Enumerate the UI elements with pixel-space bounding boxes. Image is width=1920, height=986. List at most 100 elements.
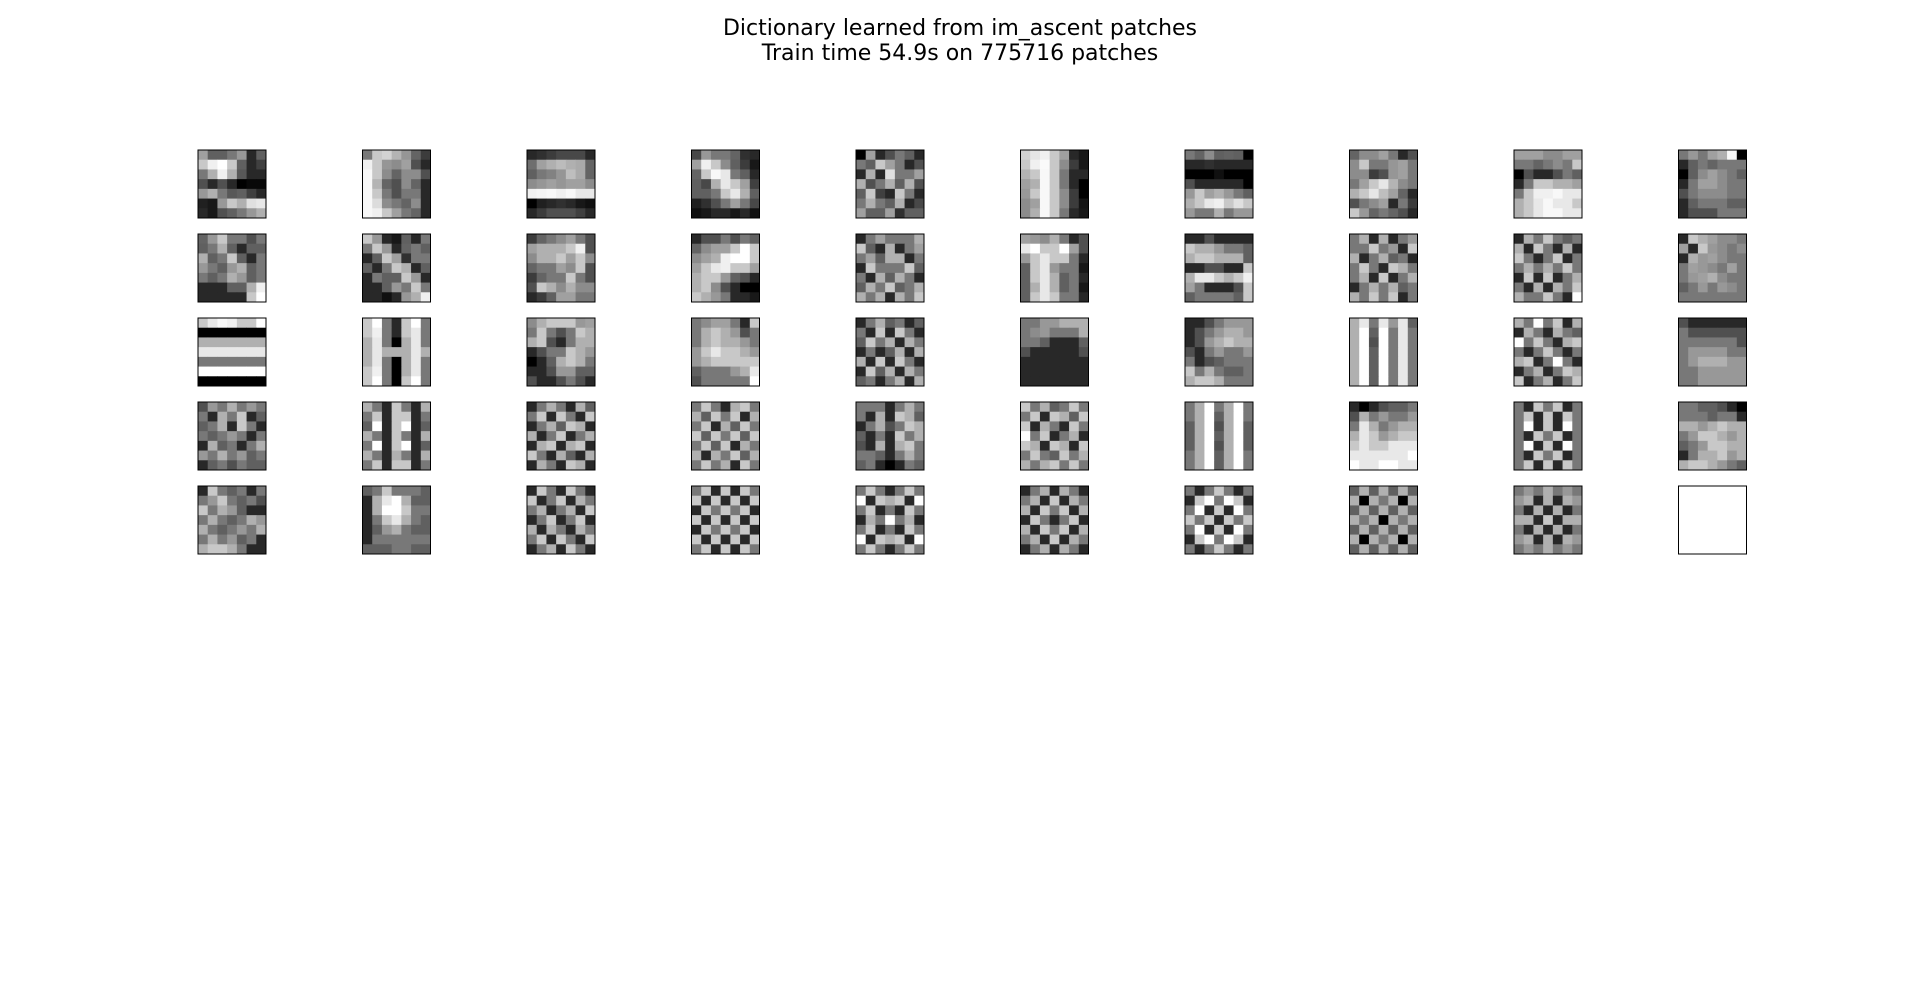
atom-pixel [362, 243, 373, 254]
atom-pixel [1020, 431, 1031, 442]
atom-pixel [1717, 198, 1728, 209]
atom-pixel [1678, 188, 1689, 199]
atom-pixel [1736, 208, 1747, 219]
atom-pixel [256, 169, 267, 180]
atom-pixel [1697, 460, 1709, 471]
atom-pixel [565, 440, 576, 451]
atom-pixel [1727, 460, 1738, 471]
atom-pixel [1688, 431, 1699, 442]
atom-pixel [1717, 356, 1728, 367]
atom-pixel [1214, 421, 1225, 432]
atom-pixel [1214, 169, 1225, 180]
atom-pixel [1727, 440, 1738, 451]
atom-pixel [1552, 337, 1563, 348]
atom-pixel [1717, 208, 1728, 219]
atom-frame [1020, 149, 1089, 219]
atom-pixel [256, 208, 267, 219]
atom-pixel [1523, 337, 1534, 348]
atom-pixel [914, 440, 925, 451]
atom-pixel [1359, 366, 1370, 377]
atom-pixel [1388, 524, 1399, 535]
atom-pixel [856, 515, 867, 526]
atom-pixel [691, 198, 702, 209]
atom-pixel [885, 440, 896, 451]
atom-pixel [1069, 450, 1080, 461]
atom-pixel [1020, 282, 1031, 293]
dictionary-atom-19 [1513, 233, 1583, 303]
atom-pixel [362, 366, 373, 377]
atom-frame [362, 233, 431, 303]
atom-pixel [1049, 515, 1060, 526]
atom-pixel [1039, 243, 1051, 254]
atom-pixel [1543, 263, 1554, 274]
atom-pixel [1727, 282, 1738, 293]
atom-pixel [1020, 411, 1031, 422]
atom-pixel [217, 534, 228, 545]
atom-pixel [217, 515, 228, 526]
atom-pixel [207, 402, 218, 413]
atom-pixel [749, 495, 760, 506]
atom-pixel [1059, 253, 1070, 264]
atom-pixel [1407, 208, 1418, 219]
atom-pixel [1378, 292, 1389, 303]
atom-pixel [1204, 169, 1215, 180]
atom-pixel [420, 337, 431, 348]
atom-pixel [1194, 450, 1205, 461]
atom-pixel [1533, 515, 1544, 526]
atom-pixel [914, 198, 925, 209]
atom-pixel [1078, 179, 1089, 190]
atom-pixel [691, 431, 702, 442]
atom-pixel [740, 544, 751, 555]
atom-pixel [1039, 327, 1051, 338]
atom-pixel [1678, 234, 1689, 245]
atom-pixel [1349, 159, 1360, 170]
atom-pixel [198, 208, 209, 219]
atom-pixel [691, 318, 702, 329]
atom-pixel [1233, 253, 1244, 264]
atom-pixel [1407, 505, 1418, 516]
atom-pixel [1359, 179, 1370, 190]
atom-pixel [1736, 159, 1747, 170]
atom-pixel [1378, 450, 1389, 461]
atom-pixel [885, 234, 896, 245]
atom-pixel [1736, 544, 1747, 555]
dictionary-atom-9 [1513, 149, 1583, 219]
atom-pixel [914, 515, 925, 526]
atom-pixel [914, 411, 925, 422]
atom-pixel [411, 208, 422, 219]
atom-pixel [885, 450, 896, 461]
atom-pixel [1049, 505, 1060, 516]
atom-pixel [256, 402, 267, 413]
atom-pixel [691, 460, 702, 471]
atom-frame [197, 401, 267, 471]
atom-pixel [1688, 337, 1699, 348]
atom-pixel [740, 337, 751, 348]
atom-pixel [749, 524, 760, 535]
dictionary-atom-38 [1349, 401, 1418, 471]
atom-pixel [720, 356, 731, 367]
atom-frame [1678, 233, 1747, 303]
dictionary-atom-46 [1020, 485, 1089, 555]
atom-pixel [1523, 376, 1534, 387]
atom-pixel [1214, 272, 1225, 283]
atom-pixel [575, 366, 586, 377]
atom-pixel [556, 515, 567, 526]
atom-pixel [420, 327, 431, 338]
atom-pixel [1214, 402, 1225, 413]
atom-pixel [391, 402, 402, 413]
atom-pixel [198, 411, 209, 422]
atom-pixel [1707, 376, 1718, 387]
atom-pixel [691, 188, 702, 199]
atom-pixel [1243, 234, 1254, 245]
atom-pixel [1552, 263, 1563, 274]
atom-pixel [236, 544, 247, 555]
atom-pixel [217, 253, 228, 264]
atom-pixel [246, 450, 257, 461]
atom-pixel [1388, 515, 1399, 526]
atom-pixel [1020, 243, 1031, 254]
atom-pixel [749, 337, 760, 348]
atom-pixel [217, 337, 228, 348]
atom-pixel [391, 505, 402, 516]
atom-pixel [1194, 431, 1205, 442]
